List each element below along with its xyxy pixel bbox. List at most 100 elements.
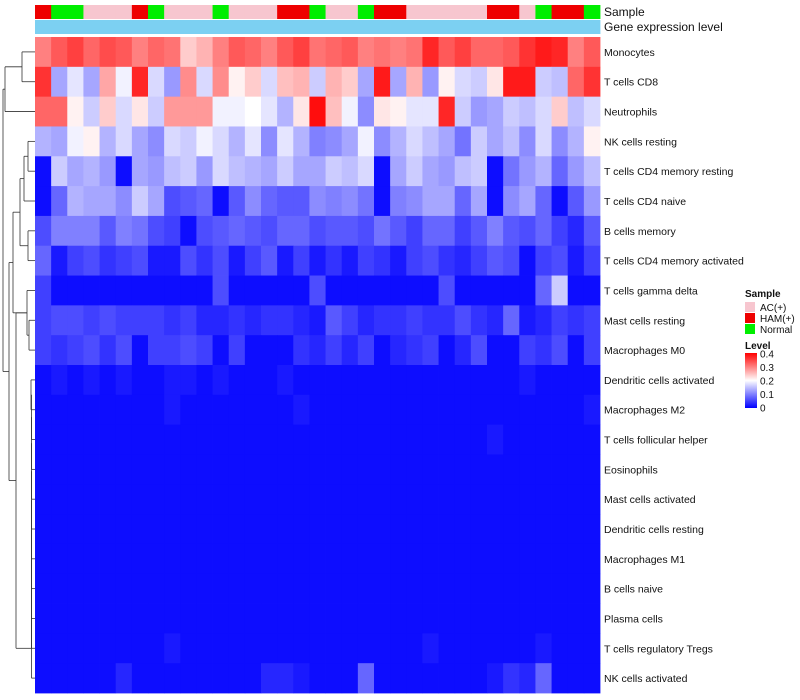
heatmap-cell	[51, 603, 68, 634]
heatmap-cell	[551, 156, 569, 187]
heatmap-cell	[164, 424, 181, 455]
heatmap-cell	[115, 663, 133, 694]
heatmap-cell	[390, 335, 407, 366]
heatmap-cell	[164, 603, 181, 634]
heatmap-cell	[341, 126, 359, 157]
heatmap-cell	[99, 454, 117, 485]
heatmap-cell	[51, 514, 68, 545]
heatmap-cell	[567, 543, 585, 575]
heatmap-cell	[293, 96, 310, 127]
heatmap-cell	[503, 245, 520, 276]
heatmap-cell	[148, 365, 165, 396]
heatmap-cell	[390, 603, 407, 634]
heatmap-cell	[503, 275, 520, 306]
heatmap-cell	[196, 96, 213, 127]
heatmap-cell	[567, 215, 585, 247]
heatmap-cell	[487, 663, 504, 694]
heatmap-cell	[67, 543, 84, 575]
heatmap-cell	[325, 37, 343, 68]
heatmap-cell	[519, 514, 536, 545]
gene-expression-cell	[551, 20, 569, 34]
heatmap-cell	[454, 633, 472, 664]
heatmap-cell	[422, 663, 439, 694]
heatmap-cell	[99, 663, 117, 694]
heatmap-cell	[293, 394, 310, 426]
row-label: Plasma cells	[604, 613, 663, 625]
heatmap-cell	[244, 305, 262, 336]
heatmap-cell	[51, 663, 68, 694]
heatmap-cell	[148, 305, 165, 336]
heatmap-cell	[487, 186, 504, 217]
heatmap-cell	[51, 573, 68, 604]
heatmap-cell	[99, 245, 117, 276]
heatmap-cell	[487, 96, 504, 127]
heatmap-cell	[390, 663, 407, 694]
heatmap-cell	[180, 245, 197, 276]
legend-swatch	[745, 302, 755, 312]
heatmap-cell	[148, 37, 165, 68]
heatmap-cell	[51, 454, 68, 485]
heatmap-cell	[535, 543, 552, 575]
gene-expression-cell	[212, 20, 230, 34]
gene-expression-annotation-label: Gene expression level	[604, 20, 723, 34]
heatmap-cell	[438, 245, 456, 276]
level-legend: Level 0.4 0.3 0.2 0.1 0	[745, 341, 774, 415]
heatmap-cell	[83, 424, 100, 455]
heatmap-cell	[293, 305, 310, 336]
heatmap-cell	[454, 37, 472, 68]
heatmap-cell	[164, 543, 181, 575]
heatmap-cell	[519, 454, 536, 485]
heatmap-cell	[293, 335, 310, 366]
heatmap-cell	[535, 215, 552, 247]
heatmap-cell	[261, 215, 278, 247]
heatmap-cell	[567, 156, 585, 187]
heatmap-cell	[67, 156, 84, 187]
heatmap-cell	[244, 543, 262, 575]
heatmap-cell	[487, 543, 504, 575]
heatmap-cell	[438, 305, 456, 336]
heatmap-cell	[83, 543, 100, 575]
heatmap-cell	[567, 603, 585, 634]
heatmap-cell	[67, 335, 84, 366]
heatmap-cell	[583, 663, 601, 694]
heatmap-cell	[438, 543, 456, 575]
heatmap-cell	[470, 365, 488, 396]
heatmap-cell	[341, 66, 359, 98]
heatmap-cell	[438, 514, 456, 545]
heatmap-cell	[551, 663, 569, 694]
heatmap-cell	[390, 394, 407, 426]
heatmap-cell	[519, 186, 536, 217]
heatmap-cell	[309, 126, 326, 157]
heatmap-cell	[277, 394, 294, 426]
heatmap-cell	[406, 335, 423, 366]
heatmap-cell	[406, 663, 423, 694]
gene-expression-annotation-bar	[35, 20, 601, 34]
heatmap-cell	[261, 66, 278, 98]
heatmap-cell	[519, 424, 536, 455]
gene-expression-cell	[67, 20, 84, 34]
heatmap-cell	[374, 215, 391, 247]
heatmap-cell	[148, 424, 165, 455]
heatmap-cell	[131, 573, 149, 604]
heatmap-cell	[341, 305, 359, 336]
heatmap-cell	[583, 603, 601, 634]
heatmap-cell	[341, 96, 359, 127]
heatmap-cell	[131, 663, 149, 694]
heatmap-cell	[83, 245, 100, 276]
heatmap-cell	[406, 275, 423, 306]
gene-expression-cell	[148, 20, 165, 34]
heatmap-cell	[164, 454, 181, 485]
heatmap-cell	[487, 633, 504, 664]
heatmap-cell	[535, 186, 552, 217]
heatmap-cell	[325, 275, 343, 306]
heatmap-cell	[487, 66, 504, 98]
heatmap-cell	[196, 37, 213, 68]
heatmap-cell	[503, 305, 520, 336]
heatmap-cell	[67, 275, 84, 306]
gene-expression-cell	[261, 20, 278, 34]
gene-expression-cell	[406, 20, 423, 34]
heatmap-cell	[164, 66, 181, 98]
heatmap-cell	[244, 37, 262, 68]
heatmap-cell	[535, 454, 552, 485]
heatmap-cell	[67, 126, 84, 157]
